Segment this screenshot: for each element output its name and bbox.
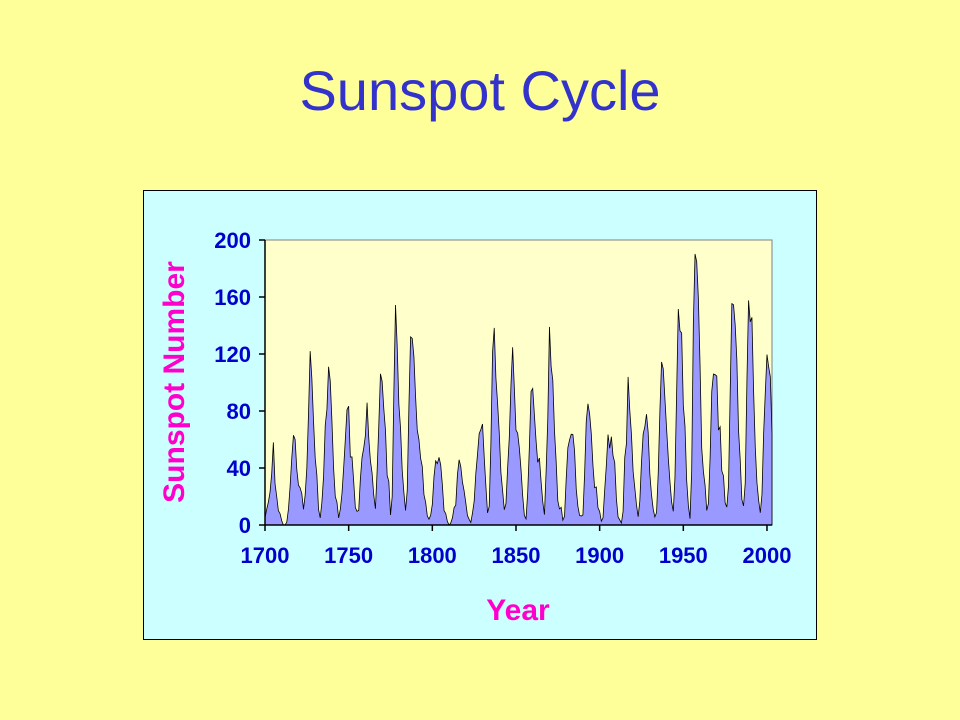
y-tick-label: 200 bbox=[214, 228, 251, 253]
y-axis-ticks: 0 40 80 120 160 200 bbox=[214, 228, 265, 538]
sunspot-area-chart: 0 40 80 120 160 200 1700 1750 1800 1850 1900 1950 2… bbox=[158, 228, 792, 627]
x-tick-label: 1800 bbox=[408, 543, 457, 568]
y-tick-label: 160 bbox=[214, 285, 251, 310]
x-tick-label: 1950 bbox=[659, 543, 708, 568]
x-tick-label: 1700 bbox=[241, 543, 290, 568]
y-tick-label: 80 bbox=[227, 399, 251, 424]
chart-panel: 0 40 80 120 160 200 1700 1750 1800 1850 1900 1950 2… bbox=[143, 190, 817, 640]
sunspot-area-series bbox=[264, 253, 773, 526]
y-axis-title: Sunspot Number bbox=[158, 261, 191, 503]
x-tick-label: 1900 bbox=[575, 543, 624, 568]
x-axis-title: Year bbox=[486, 594, 550, 627]
y-tick-label: 40 bbox=[227, 456, 251, 481]
x-tick-label: 2000 bbox=[743, 543, 792, 568]
x-tick-label: 1850 bbox=[492, 543, 541, 568]
y-tick-label: 120 bbox=[214, 342, 251, 367]
y-tick-label: 0 bbox=[239, 513, 251, 538]
page-title: Sunspot Cycle bbox=[299, 59, 661, 122]
x-axis-ticks: 1700 1750 1800 1850 1900 1950 2000 bbox=[241, 525, 792, 568]
x-tick-label: 1750 bbox=[324, 543, 373, 568]
